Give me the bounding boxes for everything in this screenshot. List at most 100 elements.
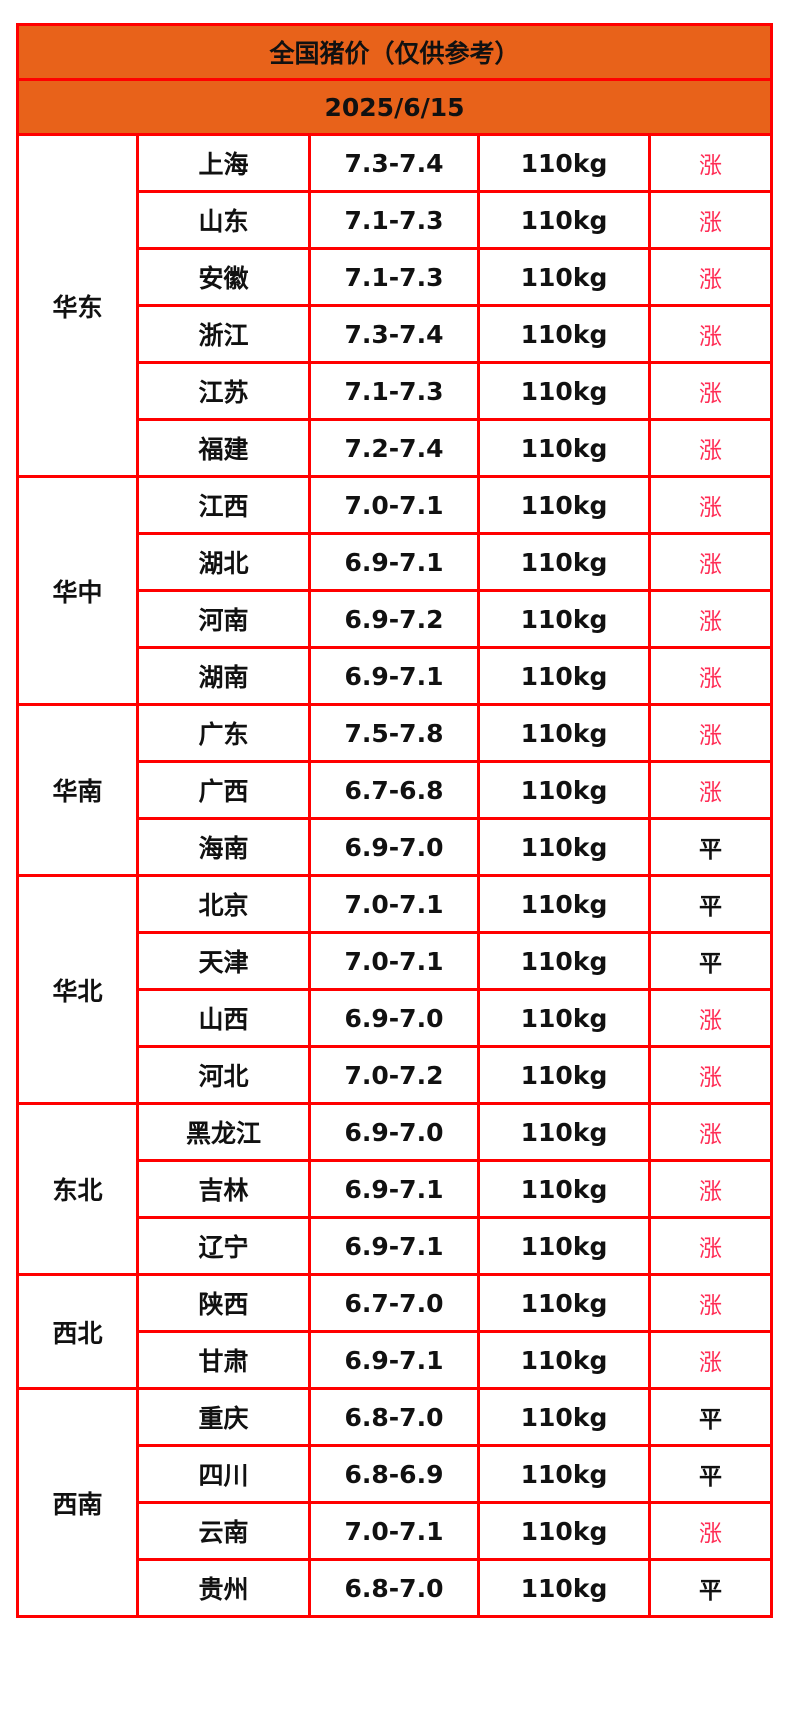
trend-cell: 涨 xyxy=(647,1501,774,1561)
region-cell: 东北 xyxy=(16,1102,139,1276)
price-cell: 6.9-7.0 xyxy=(308,988,480,1048)
price-cell: 7.0-7.1 xyxy=(308,1501,480,1561)
price-cell: 7.0-7.2 xyxy=(308,1045,480,1105)
price-cell: 7.0-7.1 xyxy=(308,874,480,934)
table-row: 甘肃 6.9-7.1 110kg 涨 xyxy=(18,1330,774,1390)
trend-cell: 平 xyxy=(647,1387,774,1447)
trend-cell: 涨 xyxy=(647,532,774,592)
table-row: 湖南 6.9-7.1 110kg 涨 xyxy=(18,646,774,706)
table-row: 广西 6.7-6.8 110kg 涨 xyxy=(18,760,774,820)
table-row: 浙江 7.3-7.4 110kg 涨 xyxy=(18,304,774,364)
weight-cell: 110kg xyxy=(477,988,651,1048)
price-cell: 6.9-7.1 xyxy=(308,1330,480,1390)
weight-cell: 110kg xyxy=(477,1558,651,1618)
table-row: 江苏 7.1-7.3 110kg 涨 xyxy=(18,361,774,421)
province-cell: 吉林 xyxy=(136,1159,311,1219)
price-cell: 7.1-7.3 xyxy=(308,361,480,421)
table-row: 云南 7.0-7.1 110kg 涨 xyxy=(18,1501,774,1561)
weight-cell: 110kg xyxy=(477,361,651,421)
price-cell: 6.9-7.2 xyxy=(308,589,480,649)
price-cell: 6.9-7.1 xyxy=(308,646,480,706)
table-row: 河南 6.9-7.2 110kg 涨 xyxy=(18,589,774,649)
weight-cell: 110kg xyxy=(477,304,651,364)
table-row: 海南 6.9-7.0 110kg 平 xyxy=(18,817,774,877)
province-cell: 河北 xyxy=(136,1045,311,1105)
price-cell: 7.5-7.8 xyxy=(308,703,480,763)
province-cell: 河南 xyxy=(136,589,311,649)
trend-cell: 涨 xyxy=(647,646,774,706)
weight-cell: 110kg xyxy=(477,589,651,649)
trend-cell: 平 xyxy=(647,931,774,991)
trend-cell: 涨 xyxy=(647,418,774,478)
trend-cell: 涨 xyxy=(647,589,774,649)
trend-cell: 涨 xyxy=(647,760,774,820)
price-cell: 6.9-7.0 xyxy=(308,817,480,877)
weight-cell: 110kg xyxy=(477,760,651,820)
price-cell: 6.8-7.0 xyxy=(308,1387,480,1447)
province-cell: 海南 xyxy=(136,817,311,877)
weight-cell: 110kg xyxy=(477,646,651,706)
trend-cell: 涨 xyxy=(647,190,774,250)
weight-cell: 110kg xyxy=(477,1273,651,1333)
province-cell: 广东 xyxy=(136,703,311,763)
weight-cell: 110kg xyxy=(477,190,651,250)
date-row: 2025/6/15 xyxy=(15,78,774,136)
weight-cell: 110kg xyxy=(477,1102,651,1162)
weight-cell: 110kg xyxy=(477,1045,651,1105)
table-row: 福建 7.2-7.4 110kg 涨 xyxy=(18,418,774,478)
trend-cell: 涨 xyxy=(647,703,774,763)
weight-cell: 110kg xyxy=(477,1330,651,1390)
weight-cell: 110kg xyxy=(477,703,651,763)
province-cell: 云南 xyxy=(136,1501,311,1561)
price-cell: 7.2-7.4 xyxy=(308,418,480,478)
region-cell: 华东 xyxy=(16,133,139,478)
province-cell: 陕西 xyxy=(136,1273,311,1333)
weight-cell: 110kg xyxy=(477,931,651,991)
price-cell: 7.0-7.1 xyxy=(308,931,480,991)
province-cell: 浙江 xyxy=(136,304,311,364)
province-cell: 辽宁 xyxy=(136,1216,311,1276)
table-row: 吉林 6.9-7.1 110kg 涨 xyxy=(18,1159,774,1219)
trend-cell: 平 xyxy=(647,817,774,877)
table-row: 辽宁 6.9-7.1 110kg 涨 xyxy=(18,1216,774,1276)
table-row: 华北 北京 7.0-7.1 110kg 平 xyxy=(16,874,774,1105)
weight-cell: 110kg xyxy=(477,1444,651,1504)
price-cell: 7.1-7.3 xyxy=(308,190,480,250)
weight-cell: 110kg xyxy=(477,1501,651,1561)
trend-cell: 涨 xyxy=(647,304,774,364)
price-cell: 6.9-7.1 xyxy=(308,1216,480,1276)
trend-cell: 涨 xyxy=(647,988,774,1048)
province-cell: 江苏 xyxy=(136,361,311,421)
province-cell: 湖北 xyxy=(136,532,311,592)
weight-cell: 110kg xyxy=(477,1159,651,1219)
table-row: 湖北 6.9-7.1 110kg 涨 xyxy=(18,532,774,592)
trend-cell: 涨 xyxy=(647,1045,774,1105)
province-cell: 重庆 xyxy=(136,1387,311,1447)
price-cell: 6.8-6.9 xyxy=(308,1444,480,1504)
table-row: 安徽 7.1-7.3 110kg 涨 xyxy=(18,247,774,307)
price-cell: 7.1-7.3 xyxy=(308,247,480,307)
table-row: 华东 上海 7.3-7.4 110kg 涨 xyxy=(16,133,774,478)
province-cell: 山西 xyxy=(136,988,311,1048)
weight-cell: 110kg xyxy=(477,418,651,478)
table-row: 华中 江西 7.0-7.1 110kg 涨 xyxy=(16,475,774,706)
trend-cell: 涨 xyxy=(647,1216,774,1276)
province-cell: 上海 xyxy=(136,133,311,193)
table-title: 全国猪价（仅供参考） xyxy=(15,23,774,81)
province-cell: 天津 xyxy=(136,931,311,991)
province-cell: 贵州 xyxy=(136,1558,311,1618)
table-row: 贵州 6.8-7.0 110kg 平 xyxy=(18,1558,774,1618)
province-cell: 广西 xyxy=(136,760,311,820)
table-row: 东北 黑龙江 6.9-7.0 110kg 涨 xyxy=(16,1102,774,1276)
trend-cell: 涨 xyxy=(647,1159,774,1219)
table-row: 山西 6.9-7.0 110kg 涨 xyxy=(18,988,774,1048)
price-cell: 6.7-6.8 xyxy=(308,760,480,820)
price-cell: 6.9-7.1 xyxy=(308,1159,480,1219)
trend-cell: 涨 xyxy=(647,1330,774,1390)
province-cell: 山东 xyxy=(136,190,311,250)
region-cell: 华中 xyxy=(16,475,139,706)
trend-cell: 涨 xyxy=(647,475,774,535)
table-row: 山东 7.1-7.3 110kg 涨 xyxy=(18,190,774,250)
province-cell: 四川 xyxy=(136,1444,311,1504)
province-cell: 北京 xyxy=(136,874,311,934)
